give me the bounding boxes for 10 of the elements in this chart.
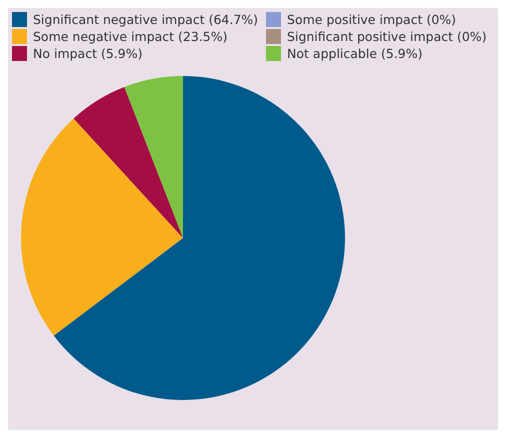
pie-slice — [74, 87, 183, 238]
legend-label: No impact (5.9%) — [33, 46, 142, 61]
legend-label: Not applicable (5.9%) — [287, 46, 423, 61]
legend-label: Significant positive impact (0%) — [287, 29, 487, 44]
legend-label: Some negative impact (23.5%) — [33, 29, 228, 44]
pie-slice — [54, 76, 345, 400]
pie-slice — [21, 118, 183, 336]
legend-label: Significant negative impact (64.7%) — [33, 12, 258, 27]
pie-slice — [124, 76, 183, 238]
legend-label: Some positive impact (0%) — [287, 12, 456, 27]
